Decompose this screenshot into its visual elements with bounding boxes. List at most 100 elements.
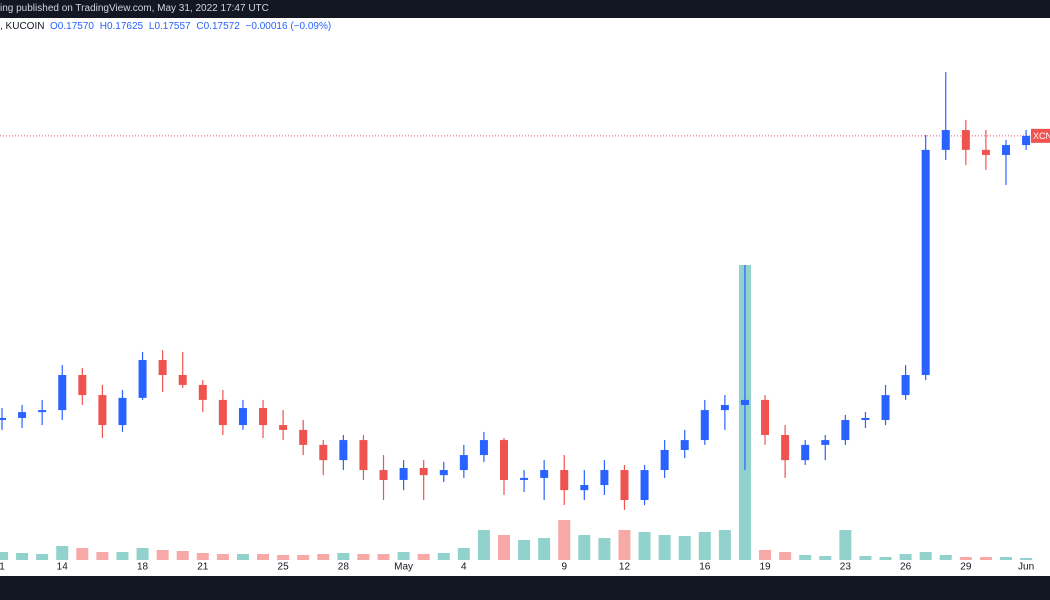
- candle-body: [18, 412, 27, 418]
- volume-bar: [698, 532, 711, 560]
- candle-body: [399, 468, 408, 480]
- volume-bar: [618, 530, 631, 560]
- candle-body: [941, 130, 950, 150]
- x-tick-label: 1: [0, 562, 5, 573]
- volume-bar: [156, 550, 169, 560]
- volume-bar: [879, 557, 892, 560]
- candle-body: [640, 470, 649, 501]
- candle-body: [259, 408, 268, 426]
- x-tick-label: 28: [338, 562, 350, 573]
- candle-body: [981, 149, 990, 155]
- x-tick-label: 14: [57, 562, 69, 573]
- candle-body: [198, 384, 207, 400]
- candle-body: [881, 395, 890, 420]
- candle-body: [339, 440, 348, 461]
- volume-bar: [457, 548, 470, 560]
- candle-body: [961, 130, 970, 150]
- volume-bar: [236, 554, 249, 560]
- candle-body: [279, 425, 288, 430]
- volume-bar: [979, 557, 992, 560]
- candle-body: [861, 417, 870, 420]
- header-bar: ing published on TradingView.com, May 31…: [0, 0, 1050, 18]
- volume-bar: [76, 548, 89, 560]
- x-tick-label: 12: [619, 562, 631, 573]
- volume-bar: [819, 556, 832, 560]
- volume-bar: [16, 553, 29, 560]
- candle-body: [921, 149, 930, 376]
- candle-body: [781, 434, 790, 461]
- candle-body: [540, 470, 549, 478]
- candle-body: [158, 360, 167, 376]
- legend: , KUCOIN O0.17570 H0.17625 L0.17557 C0.1…: [0, 20, 334, 34]
- volume-bar: [558, 520, 571, 560]
- candle-body: [600, 470, 609, 486]
- volume-bar: [939, 555, 952, 560]
- candle-body: [319, 444, 328, 461]
- volume-bar: [36, 554, 49, 560]
- volume-bar: [1020, 558, 1033, 560]
- volume-bar: [658, 535, 671, 560]
- candle-body: [761, 399, 770, 435]
- volume-bar: [297, 555, 310, 560]
- volume-bar: [56, 546, 69, 560]
- volume-bar: [859, 556, 872, 560]
- candle-body: [118, 397, 127, 426]
- candle-body: [660, 449, 669, 471]
- volume-bar: [919, 552, 932, 560]
- volume-bar: [678, 536, 691, 560]
- x-tick-label: 18: [137, 562, 149, 573]
- volume-bar: [0, 552, 8, 560]
- candle-body: [479, 440, 488, 456]
- x-tick-label: 16: [699, 562, 711, 573]
- volume-bar: [357, 554, 370, 560]
- candle-body: [901, 375, 910, 396]
- candle-body: [299, 429, 308, 445]
- candle-body: [58, 375, 67, 411]
- volume-bar: [397, 552, 410, 560]
- candle-body: [78, 375, 87, 396]
- x-tick-label: 23: [840, 562, 852, 573]
- header-text: ing published on TradingView.com, May 31…: [0, 3, 269, 14]
- candle-body: [0, 417, 6, 420]
- volume-bar: [1000, 557, 1012, 560]
- candle-body: [560, 470, 569, 491]
- legend-low: L0.17557: [148, 21, 191, 32]
- candle-body: [500, 440, 508, 480]
- legend-close: C0.17572: [196, 21, 240, 32]
- volume-bar: [437, 553, 450, 560]
- volume-bar: [518, 540, 531, 560]
- candle-body: [98, 395, 107, 426]
- volume-bar: [116, 552, 129, 560]
- x-tick-label: 4: [461, 562, 467, 573]
- candle-body: [580, 485, 589, 491]
- x-tick-label: 9: [561, 562, 567, 573]
- candle-body: [359, 440, 368, 471]
- candle-body: [138, 360, 147, 398]
- x-tick-label: 26: [900, 562, 912, 573]
- chart: XCN 1 14 18 21 25 28 May 4 9 12 16 19 23 26 29 Jun: [0, 72, 1050, 573]
- volume-bar: [317, 554, 330, 560]
- volume-bar: [96, 552, 109, 560]
- volume-bar: [718, 530, 731, 560]
- candle-body: [379, 470, 388, 480]
- volume-bar: [136, 548, 149, 560]
- x-tick-label: 21: [197, 562, 209, 573]
- candle-body: [439, 470, 448, 476]
- candle-body: [720, 404, 729, 411]
- candle-body: [1022, 135, 1031, 146]
- volume-bar: [759, 550, 772, 560]
- volume-bar: [598, 538, 611, 560]
- candle-body: [801, 444, 810, 461]
- legend-open: O0.17570: [50, 21, 94, 32]
- volume-bar: [498, 535, 510, 560]
- last-price-badge: [1031, 128, 1050, 143]
- volume-bar: [799, 555, 812, 560]
- volume-bar: [477, 530, 490, 560]
- volume-bar: [377, 554, 390, 560]
- volume-bar: [578, 535, 591, 560]
- candle-body: [1002, 145, 1010, 155]
- x-tick-label: Jun: [1018, 562, 1034, 573]
- candle-body: [238, 408, 247, 426]
- volume-bar: [196, 553, 209, 560]
